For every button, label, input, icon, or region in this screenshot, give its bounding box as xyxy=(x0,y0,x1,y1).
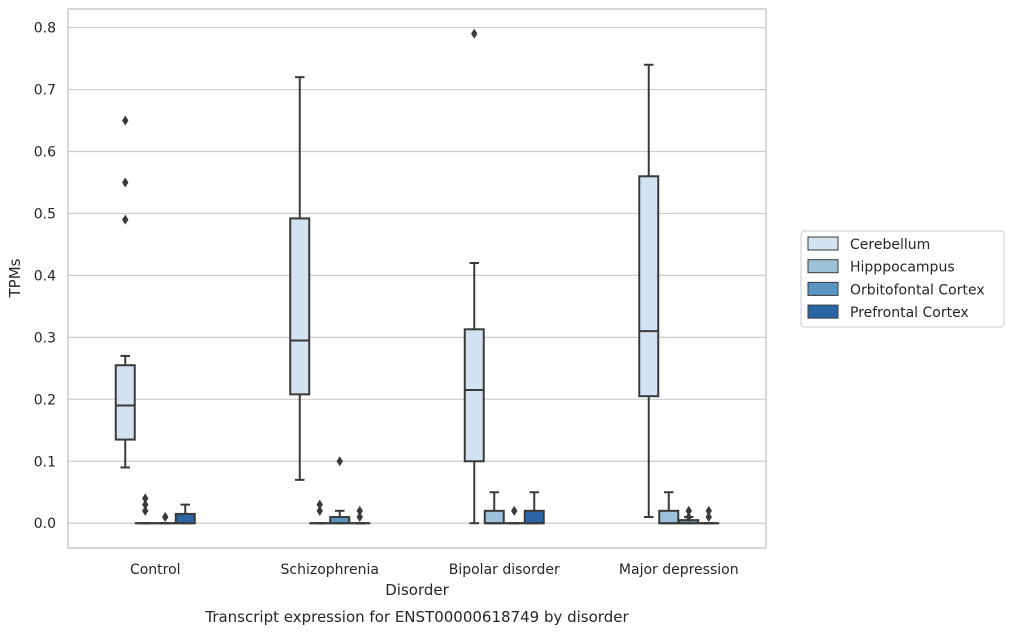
box-prefrontal-cortex xyxy=(349,505,371,525)
box-cerebellum xyxy=(638,63,660,519)
outlier-point xyxy=(356,505,363,516)
y-tick-label: 0.4 xyxy=(34,268,56,284)
outlier-point xyxy=(471,28,478,39)
x-tick-label: Schizophrenia xyxy=(281,562,379,578)
outlier-point xyxy=(142,493,149,504)
box-cerebellum xyxy=(463,28,485,525)
x-tick-label: Bipolar disorder xyxy=(449,562,560,578)
y-tick-label: 0.8 xyxy=(34,21,56,37)
box-prefrontal-cortex xyxy=(174,503,196,525)
box-cerebellum xyxy=(114,115,136,469)
box-iqr xyxy=(638,175,660,398)
outlier-point xyxy=(316,499,323,510)
outlier-point xyxy=(122,177,129,188)
box-orbitofontal-cortex xyxy=(503,505,525,525)
legend-frame xyxy=(800,230,1005,328)
y-tick-label: 0.3 xyxy=(34,330,56,346)
y-tick-label: 0.6 xyxy=(34,144,56,160)
y-tick-label: 0.5 xyxy=(34,206,56,222)
box-hipppocampus xyxy=(309,499,331,525)
box-iqr xyxy=(114,364,136,441)
box-hipppocampus xyxy=(483,491,505,525)
outlier-point xyxy=(122,214,129,225)
outlier-point xyxy=(142,499,149,510)
legend-swatch xyxy=(807,304,839,319)
y-tick-label: 0.7 xyxy=(34,83,56,99)
outlier-point xyxy=(336,456,343,467)
box-iqr xyxy=(174,512,196,525)
x-tick-label: Control xyxy=(130,562,181,578)
box-iqr xyxy=(523,509,545,525)
legend-label: Cerebellum xyxy=(850,237,930,253)
legend-swatch xyxy=(807,259,839,274)
y-axis: 0.0 0.1 0.2 0.3 0.4 0.5 0.6 0.7 0.8 xyxy=(34,21,56,533)
box-series xyxy=(114,28,720,525)
outlier-point xyxy=(705,512,712,523)
box-prefrontal-cortex xyxy=(523,491,545,525)
box-iqr xyxy=(483,509,505,525)
outlier-point xyxy=(705,505,712,516)
box-prefrontal-cortex xyxy=(698,505,720,525)
outlier-point xyxy=(685,505,692,516)
box-iqr xyxy=(289,217,311,396)
outlier-point xyxy=(162,512,169,523)
box-iqr xyxy=(463,328,485,463)
outlier-point xyxy=(122,115,129,126)
y-tick-label: 0.2 xyxy=(34,392,56,408)
y-tick-label: 0.1 xyxy=(34,454,56,470)
outlier-point xyxy=(356,512,363,523)
outlier-point xyxy=(142,505,149,516)
box-hipppocampus xyxy=(658,491,680,525)
box-hipppocampus xyxy=(134,493,156,525)
x-axis-label: Disorder xyxy=(385,581,449,599)
x-axis: Control Schizophrenia Bipolar disorder Majo… xyxy=(130,562,739,578)
legend-label: Prefrontal Cortex xyxy=(850,305,969,321)
outlier-point xyxy=(511,505,518,516)
box-orbitofontal-cortex xyxy=(329,456,351,525)
box-orbitofontal-cortex xyxy=(678,505,700,525)
legend-swatch xyxy=(807,236,839,251)
legend: Cerebellum Hipppocampus Orbitofontal Corte… xyxy=(800,230,1005,328)
legend-label: Orbitofontal Cortex xyxy=(850,282,985,298)
outlier-point xyxy=(316,505,323,516)
chart-title: Transcript expression for ENST0000061874… xyxy=(204,608,629,626)
legend-swatch xyxy=(807,281,839,296)
box-iqr xyxy=(658,509,680,525)
y-axis-label: TPMs xyxy=(6,258,24,298)
grid xyxy=(68,26,766,524)
box-cerebellum xyxy=(289,76,311,481)
outlier-point xyxy=(685,512,692,523)
x-tick-label: Major depression xyxy=(619,562,739,578)
legend-label: Hipppocampus xyxy=(850,260,955,276)
y-tick-label: 0.0 xyxy=(34,516,56,532)
box-orbitofontal-cortex xyxy=(154,512,176,525)
plot-area xyxy=(67,8,767,549)
